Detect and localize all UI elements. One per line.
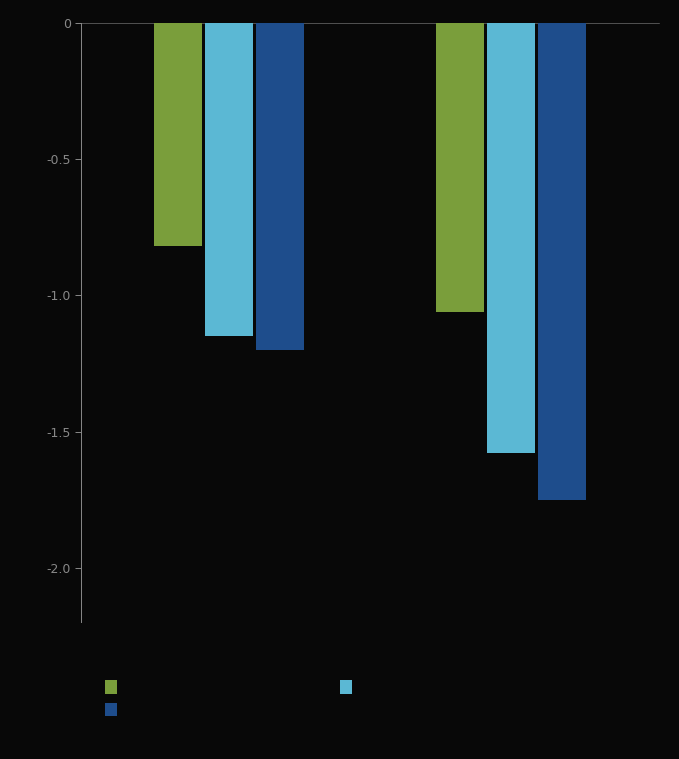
- Bar: [205, 23, 253, 336]
- Bar: [153, 23, 202, 246]
- Bar: [436, 23, 484, 312]
- Bar: [538, 23, 587, 499]
- Bar: [487, 23, 535, 453]
- Bar: [256, 23, 304, 350]
